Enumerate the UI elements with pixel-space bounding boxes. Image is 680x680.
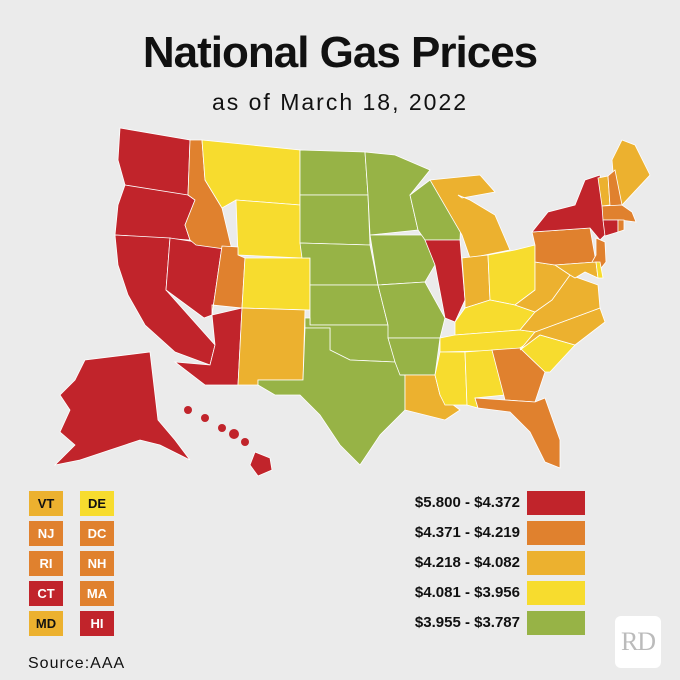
state-de: [595, 261, 604, 279]
state-nd: [299, 149, 369, 196]
state-sd: [299, 194, 371, 246]
state-wy: [235, 199, 303, 259]
state-box-ct: CT: [29, 581, 63, 606]
state-co: [241, 257, 311, 311]
state-mt: [201, 139, 301, 209]
state-ma: [601, 204, 637, 223]
state-ak: [53, 351, 191, 466]
state-hi-island: [229, 429, 239, 439]
legend-label: $3.955 - $3.787: [414, 614, 520, 631]
legend-row: $5.800 - $4.372: [380, 491, 585, 515]
state-nm: [237, 307, 306, 386]
state-ct: [602, 219, 619, 237]
state-hi: [249, 451, 273, 477]
state-mo: [377, 281, 446, 339]
state-box-dc: DC: [80, 521, 114, 546]
state-in: [461, 254, 491, 309]
state-mi: [429, 174, 511, 259]
legend-label: $4.081 - $3.956: [414, 584, 520, 601]
state-box-md: MD: [29, 611, 63, 636]
state-fl: [474, 397, 561, 469]
state-hi-island: [201, 414, 209, 422]
legend-row: $4.371 - $4.219: [380, 521, 585, 545]
state-tx: [257, 327, 406, 466]
state-box-vt: VT: [29, 491, 63, 516]
legend-row: $3.955 - $3.787: [380, 611, 585, 635]
state-wa: [117, 127, 191, 196]
state-box-nj: NJ: [29, 521, 63, 546]
page-title: National Gas Prices: [142, 28, 538, 77]
rd-logo: RD: [615, 616, 661, 668]
state-hi-island: [218, 424, 226, 432]
legend-swatch: [527, 491, 585, 515]
legend-swatch: [527, 581, 585, 605]
legend-label: $4.371 - $4.219: [414, 524, 520, 541]
state-box-ri: RI: [29, 551, 63, 576]
legend-swatch: [527, 611, 585, 635]
state-box-de: DE: [80, 491, 114, 516]
state-ks: [309, 284, 389, 326]
legend-swatch: [527, 551, 585, 575]
legend-swatch: [527, 521, 585, 545]
legend-label: $4.218 - $4.082: [414, 554, 520, 571]
state-box-ma: MA: [80, 581, 114, 606]
source-credit: Source:AAA: [28, 655, 126, 672]
state-ia: [369, 234, 436, 286]
legend-label: $5.800 - $4.372: [414, 494, 520, 511]
legend-row: $4.218 - $4.082: [380, 551, 585, 575]
state-ri: [617, 219, 625, 233]
state-hi-island: [241, 438, 249, 446]
state-box-hi: HI: [80, 611, 114, 636]
state-ga: [491, 347, 546, 403]
page-subtitle: as of March 18, 2022: [211, 89, 469, 115]
state-hi-island: [184, 406, 192, 414]
legend-row: $4.081 - $3.956: [380, 581, 585, 605]
state-box-nh: NH: [80, 551, 114, 576]
state-ne: [299, 242, 379, 286]
state-pa: [531, 227, 597, 266]
